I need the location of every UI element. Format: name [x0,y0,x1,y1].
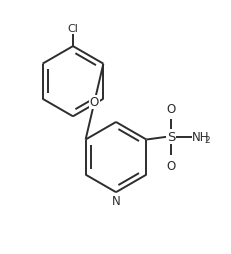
Text: NH: NH [191,130,209,143]
Text: O: O [166,159,175,172]
Text: S: S [167,131,175,144]
Text: 2: 2 [203,136,209,145]
Text: O: O [89,96,99,109]
Text: Cl: Cl [67,24,78,34]
Text: O: O [166,102,175,115]
Text: N: N [111,194,120,207]
